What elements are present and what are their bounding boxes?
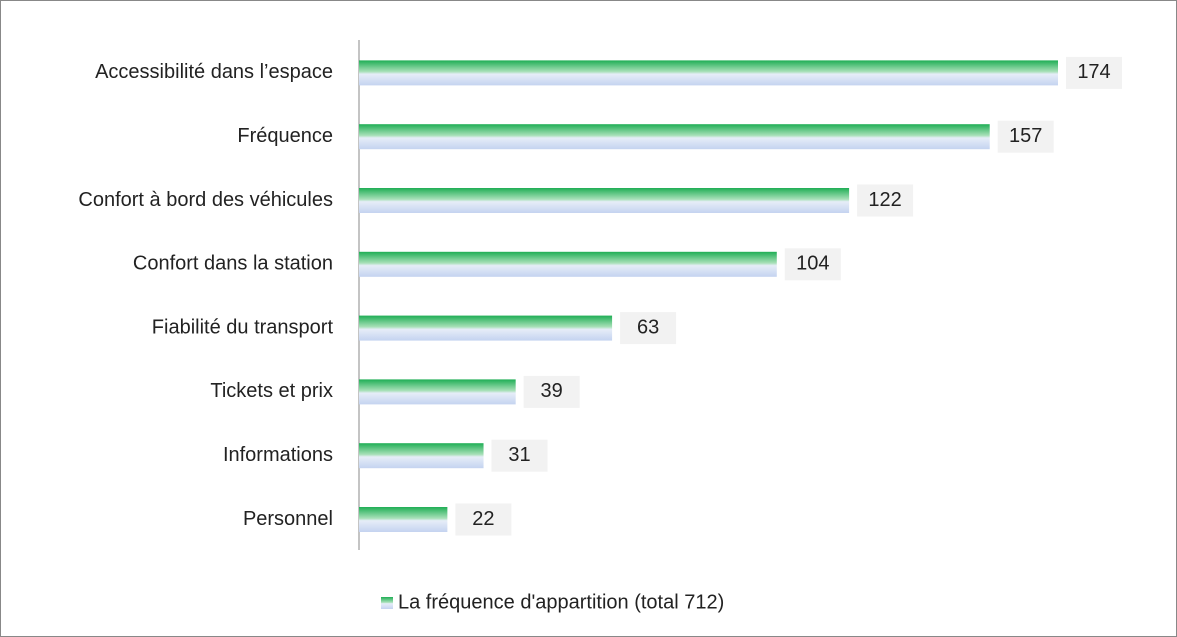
value-label-box (784, 248, 841, 281)
value-label: 122 (868, 189, 901, 211)
category-label: Tickets et prix (210, 380, 333, 402)
bar (359, 443, 484, 469)
value-label: 39 (541, 380, 563, 402)
bar (359, 60, 1058, 86)
value-label-box (455, 503, 512, 536)
category-label: Informations (223, 444, 333, 466)
category-label: Fiabilité du transport (152, 316, 334, 338)
bar (359, 507, 448, 532)
value-label-box (857, 184, 914, 217)
legend-label: La fréquence d'appartition (total 712) (398, 591, 724, 613)
value-label-box (997, 120, 1054, 153)
category-label: Confort dans la station (133, 253, 333, 275)
bar (359, 251, 777, 277)
value-label: 31 (508, 444, 530, 466)
category-label: Accessibilité dans l’espace (95, 61, 333, 83)
value-label: 104 (796, 253, 829, 275)
category-label: Confort à bord des véhicules (78, 189, 333, 211)
bar (359, 124, 990, 150)
bar (359, 379, 516, 405)
value-label-box (523, 375, 580, 408)
bar (359, 315, 613, 341)
value-label: 157 (1009, 125, 1042, 147)
value-label-box (620, 312, 677, 345)
legend-swatch (381, 597, 393, 609)
value-label: 22 (472, 508, 494, 530)
category-label: Personnel (243, 508, 333, 530)
bar (359, 188, 850, 213)
value-label: 174 (1077, 61, 1110, 83)
value-label-box (491, 439, 548, 472)
value-label-box (1066, 56, 1122, 89)
value-label: 63 (637, 316, 659, 338)
category-label: Fréquence (237, 125, 333, 147)
